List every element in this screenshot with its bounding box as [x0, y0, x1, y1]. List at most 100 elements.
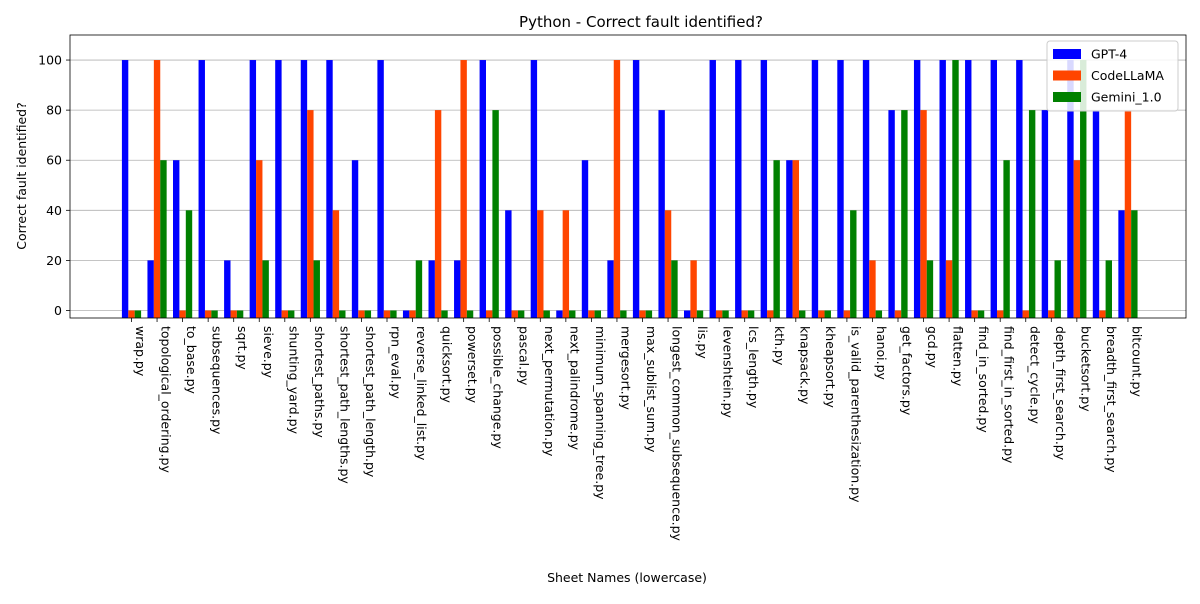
bar-gemini-1-0 [645, 310, 653, 318]
bar-codellama [588, 310, 595, 318]
bar-gpt-4 [888, 110, 895, 318]
bar-gemini-1-0 [339, 310, 346, 318]
bar-gpt-4 [862, 60, 870, 318]
bar-gemini-1-0 [773, 160, 780, 318]
bar-gemini-1-0 [441, 310, 448, 318]
bar-gpt-4 [556, 310, 563, 318]
legend-label: GPT-4 [1091, 47, 1127, 62]
bar-codellama [894, 310, 902, 318]
bar-gemini-1-0 [1054, 260, 1061, 318]
bar-codellama [792, 160, 799, 318]
bar-codellama [715, 310, 723, 318]
bar-gemini-1-0 [594, 310, 601, 318]
bar-gemini-1-0 [517, 310, 525, 318]
bar-gemini-1-0 [185, 210, 193, 318]
bar-gemini-1-0 [901, 110, 908, 318]
x-tick-label: shortest_path_length.py [363, 326, 378, 478]
x-tick-label: breadth_first_search.py [1104, 326, 1119, 473]
x-tick-label: depth_first_search.py [1053, 326, 1068, 461]
bar-gemini-1-0 [722, 310, 729, 318]
bar-gpt-4 [377, 60, 384, 318]
x-tick-label: to_base.py [184, 326, 199, 395]
bar-gemini-1-0 [671, 260, 678, 318]
plot-frame [69, 34, 1187, 319]
bar-codellama [741, 310, 748, 318]
bar-codellama [230, 310, 237, 318]
y-tick-label: 20 [46, 253, 62, 268]
bar-codellama [128, 310, 135, 318]
bar-gemini-1-0 [799, 310, 806, 318]
bar-gpt-4 [607, 260, 614, 318]
x-axis-label: Sheet Names (lowercase) [547, 570, 707, 585]
bar-gpt-4 [658, 110, 665, 318]
bar-codellama [256, 160, 263, 318]
x-tick-label: reverse_linked_list.py [414, 326, 429, 461]
bar-codellama [460, 60, 467, 318]
bar-codellama [1073, 160, 1081, 318]
bar-gemini-1-0 [620, 310, 627, 318]
y-axis-label: Correct fault identified? [14, 102, 29, 249]
bar-codellama [997, 310, 1004, 318]
x-tick-label: hanoi.py [874, 326, 889, 381]
x-tick-label: get_factors.py [900, 326, 915, 416]
bar-gpt-4 [735, 60, 742, 318]
bar-gpt-4 [684, 310, 691, 318]
bar-gemini-1-0 [696, 310, 704, 318]
x-tick-label: minimum_spanning_tree.py [593, 326, 608, 500]
legend-swatch [1053, 92, 1081, 102]
bar-codellama [562, 210, 570, 318]
bar-gemini-1-0 [1131, 210, 1138, 318]
bar-gemini-1-0 [543, 310, 550, 318]
bar-gemini-1-0 [134, 310, 142, 318]
y-tick-label: 60 [46, 153, 62, 168]
x-tick-label: quicksort.py [440, 326, 455, 404]
bar-codellama [486, 310, 493, 318]
bar-gpt-4 [709, 60, 716, 318]
bar-gpt-4 [479, 60, 486, 318]
x-tick-label: max_sublist_sum.py [644, 326, 659, 453]
x-tick-label: rpn_eval.py [389, 326, 404, 399]
bar-codellama [920, 110, 927, 318]
bar-gpt-4 [1092, 110, 1100, 318]
bar-gpt-4 [1067, 60, 1074, 318]
bar-gemini-1-0 [492, 110, 499, 318]
bar-gpt-4 [965, 60, 972, 318]
bar-gemini-1-0 [850, 210, 857, 318]
x-tick-label: shunting_yard.py [286, 326, 301, 435]
bar-codellama [383, 310, 391, 318]
bar-gpt-4 [147, 260, 154, 318]
x-tick-label: longest_common_subsequence.py [670, 326, 685, 542]
bar-codellama [639, 310, 646, 318]
bar-gpt-4 [402, 310, 410, 318]
bar-gpt-4 [811, 60, 819, 318]
bar-gemini-1-0 [262, 260, 269, 318]
bar-gpt-4 [1016, 60, 1023, 318]
bar-gpt-4 [198, 60, 205, 318]
x-tick-label: subsequences.py [210, 326, 225, 435]
x-tick-label: detect_cycle.py [1027, 326, 1042, 424]
bar-codellama [1124, 110, 1132, 318]
bar-gpt-4 [913, 60, 921, 318]
bar-gemini-1-0 [977, 310, 985, 318]
bar-codellama [537, 210, 544, 318]
bar-gemini-1-0 [364, 310, 372, 318]
bar-gpt-4 [581, 160, 589, 318]
bar-codellama [358, 310, 365, 318]
x-tick-label: mergesort.py [618, 326, 633, 411]
bar-codellama [153, 60, 161, 318]
bar-gpt-4 [837, 60, 844, 318]
bar-gemini-1-0 [236, 310, 244, 318]
bar-gemini-1-0 [313, 260, 320, 318]
bar-codellama [690, 260, 697, 318]
bar-codellama [204, 310, 212, 318]
bar-gpt-4 [121, 60, 129, 318]
bar-gpt-4 [939, 60, 946, 318]
bar-codellama [664, 210, 672, 318]
bar-codellama [409, 310, 416, 318]
bar-gemini-1-0 [569, 310, 576, 318]
x-tick-label: kheapsort.py [823, 326, 838, 409]
x-tick-label: kth.py [772, 326, 787, 366]
x-tick-label: sieve.py [261, 326, 276, 379]
bar-gemini-1-0 [875, 310, 883, 318]
x-tick-label: shortest_path_lengths.py [337, 326, 352, 484]
